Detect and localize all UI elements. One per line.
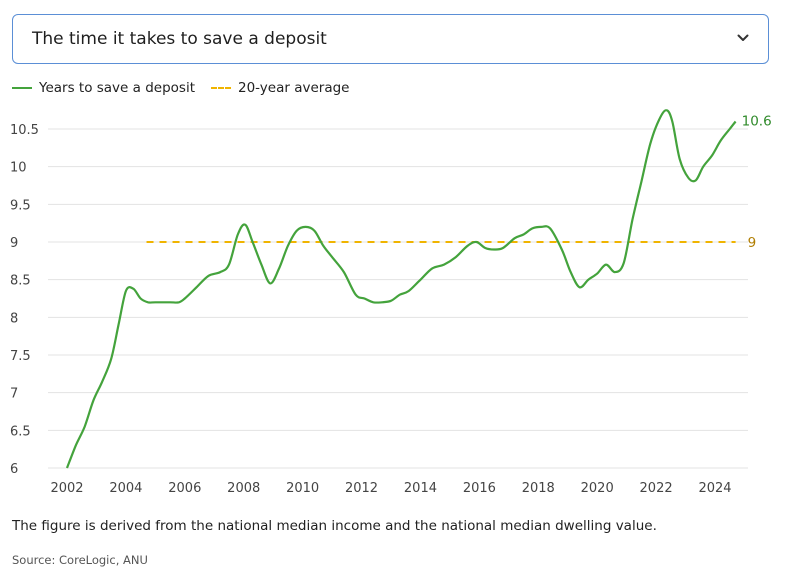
- series-end-label: 10.6: [742, 113, 772, 129]
- average-end-label: 9: [748, 235, 757, 251]
- y-tick-label: 7.5: [10, 349, 31, 364]
- selector-label: The time it takes to save a deposit: [32, 29, 327, 49]
- y-tick-label: 9.5: [10, 198, 31, 213]
- series-line-deposit: [65, 109, 737, 469]
- chart-source: Source: CoreLogic, ANU: [12, 553, 148, 567]
- y-tick-label: 6: [10, 462, 18, 477]
- y-tick-label: 10.5: [10, 123, 39, 138]
- y-tick-label: 8: [10, 311, 18, 326]
- x-tick-label: 2014: [404, 481, 437, 496]
- legend-item-deposit[interactable]: Years to save a deposit: [12, 80, 195, 96]
- chevron-down-icon: [737, 34, 749, 41]
- chart-selector-dropdown[interactable]: The time it takes to save a deposit: [12, 14, 769, 64]
- y-tick-label: 9: [10, 236, 18, 251]
- x-tick-label: 2016: [463, 481, 496, 496]
- y-tick-label: 7: [10, 387, 18, 402]
- x-tick-label: 2004: [109, 481, 142, 496]
- x-tick-label: 2020: [581, 481, 614, 496]
- legend-label-deposit: Years to save a deposit: [39, 80, 195, 96]
- x-tick-label: 2012: [345, 481, 378, 496]
- legend-swatch-solid: [12, 87, 32, 89]
- chart-caption: The figure is derived from the national …: [12, 518, 657, 534]
- x-tick-label: 2018: [522, 481, 555, 496]
- chart-legend: Years to save a deposit 20-year average: [12, 80, 366, 96]
- legend-label-average: 20-year average: [238, 80, 350, 96]
- x-tick-label: 2002: [50, 481, 83, 496]
- y-tick-label: 10: [10, 161, 27, 176]
- line-chart: 6 6.5 7 7.5 8 8.5 9 9.5 10 10.5 2002 2004 2006 2008 20…: [10, 109, 772, 496]
- legend-swatch-dashed: [211, 87, 231, 89]
- x-tick-label: 2010: [286, 481, 319, 496]
- x-tick-label: 2008: [227, 481, 260, 496]
- x-tick-label: 2006: [168, 481, 201, 496]
- x-tick-label: 2024: [698, 481, 731, 496]
- y-tick-label: 6.5: [10, 424, 31, 439]
- y-tick-label: 8.5: [10, 274, 31, 289]
- x-tick-label: 2022: [640, 481, 673, 496]
- legend-item-average[interactable]: 20-year average: [211, 80, 350, 96]
